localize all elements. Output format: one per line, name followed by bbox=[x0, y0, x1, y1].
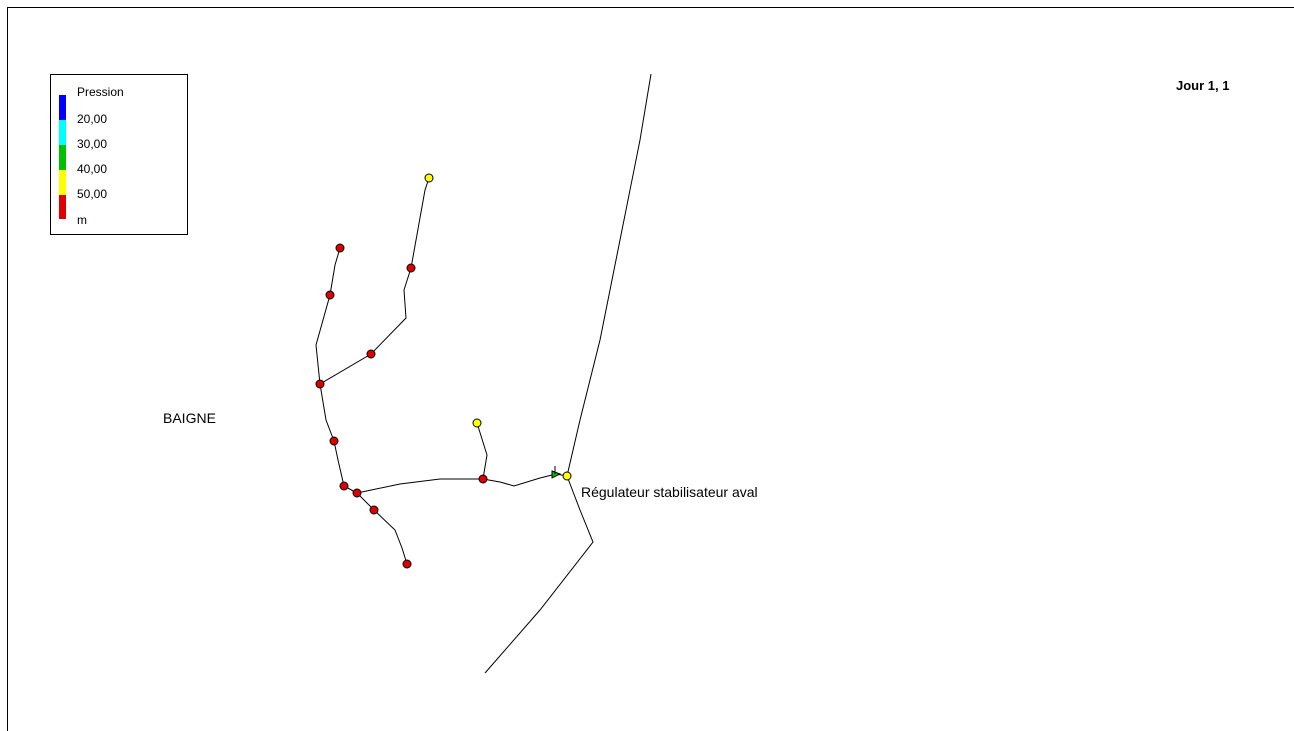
node[interactable] bbox=[406, 263, 416, 273]
node[interactable] bbox=[366, 349, 376, 359]
regulator-node[interactable] bbox=[562, 471, 572, 481]
pipe-branch-top-yellow[interactable] bbox=[476, 422, 488, 480]
node[interactable] bbox=[478, 474, 488, 484]
regulator-valve[interactable] bbox=[551, 466, 562, 479]
node[interactable] bbox=[424, 173, 434, 183]
legend-color-blue bbox=[59, 95, 66, 120]
pipe-main-north[interactable] bbox=[566, 73, 652, 477]
map-canvas[interactable] bbox=[7, 7, 1294, 731]
node[interactable] bbox=[339, 481, 349, 491]
pipe-branch-north-west[interactable] bbox=[315, 247, 341, 385]
legend-unit: m bbox=[77, 213, 87, 227]
regulator-label: Régulateur stabilisateur aval bbox=[581, 484, 758, 500]
pressure-legend[interactable]: Pression 20,00 30,00 40,00 50,00 m bbox=[50, 74, 188, 235]
node[interactable] bbox=[402, 559, 412, 569]
node[interactable] bbox=[472, 418, 482, 428]
pipe-main-south[interactable] bbox=[484, 475, 594, 674]
pipe-trunk-west[interactable] bbox=[319, 383, 358, 494]
node[interactable] bbox=[335, 243, 345, 253]
legend-threshold-2: 30,00 bbox=[77, 137, 108, 151]
pipe-trunk-east[interactable] bbox=[356, 478, 483, 494]
node[interactable] bbox=[325, 290, 335, 300]
legend-title: Pression bbox=[77, 85, 124, 99]
node[interactable] bbox=[369, 505, 379, 515]
legend-threshold-1: 20,00 bbox=[77, 112, 108, 126]
node[interactable] bbox=[315, 379, 325, 389]
pipe-branch-south[interactable] bbox=[356, 492, 408, 565]
node[interactable] bbox=[329, 436, 339, 446]
legend-color-cyan bbox=[59, 120, 66, 145]
legend-color-green bbox=[59, 145, 66, 170]
node[interactable] bbox=[352, 488, 362, 498]
legend-threshold-4: 50,00 bbox=[77, 187, 108, 201]
time-label: Jour 1, 1 bbox=[1176, 78, 1230, 93]
legend-color-yellow bbox=[59, 170, 66, 195]
legend-threshold-3: 40,00 bbox=[77, 162, 108, 176]
legend-color-red bbox=[59, 195, 66, 219]
town-label: BAIGNE bbox=[163, 410, 216, 426]
